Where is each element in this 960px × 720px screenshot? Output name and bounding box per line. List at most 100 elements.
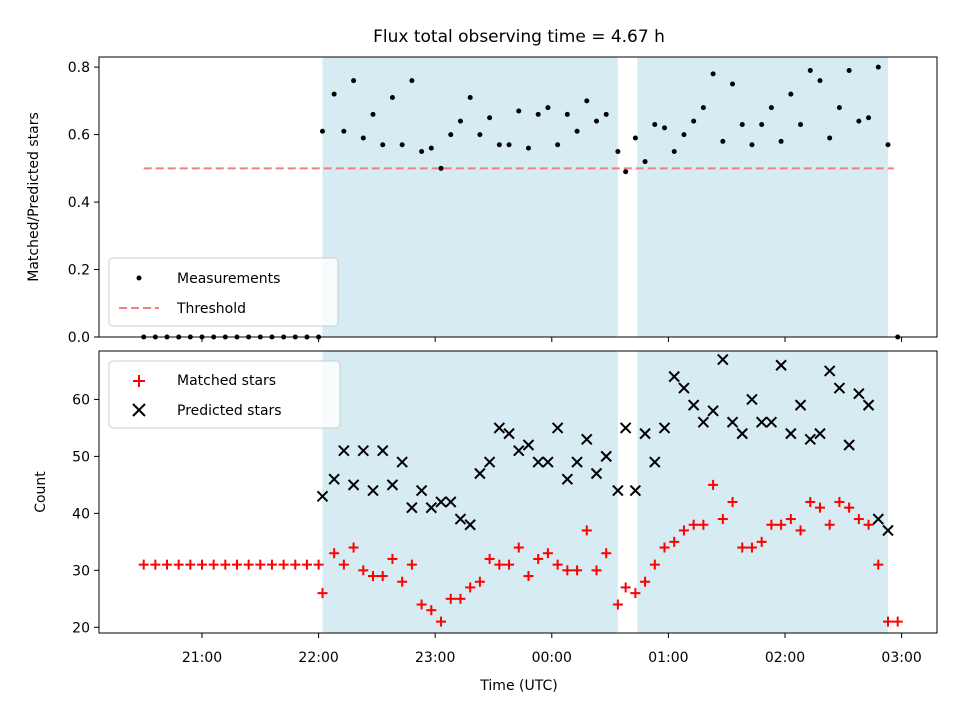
measurement-point — [788, 91, 794, 97]
panel-ratio-shaded-regions — [322, 57, 888, 337]
matched-star-point — [465, 582, 476, 593]
measurement-point — [856, 118, 862, 124]
predicted-star-point-b — [513, 444, 525, 457]
panel-counts-y-tick-label: 50 — [72, 449, 90, 465]
predicted-star-point-b — [581, 433, 593, 446]
measurement-point — [351, 78, 357, 84]
measurement-point — [555, 142, 561, 148]
measurement-point — [866, 115, 872, 121]
predicted-star-point — [581, 433, 593, 446]
measurement-point — [564, 111, 570, 117]
predicted-star-point-b — [425, 501, 438, 514]
predicted-star-point-b — [882, 524, 894, 537]
measurement-point — [331, 91, 337, 97]
x-tick-label: 01:00 — [648, 650, 688, 666]
predicted-star-point — [386, 479, 399, 491]
measurement-point — [615, 148, 621, 154]
matched-star-point — [824, 519, 835, 530]
predicted-star-point — [833, 382, 846, 394]
predicted-star-point-b — [483, 456, 496, 468]
predicted-star-point-b — [445, 496, 457, 508]
matched-star-point — [278, 559, 289, 570]
predicted-star-point-b — [823, 365, 836, 377]
predicted-star-point — [474, 467, 486, 480]
predicted-star-point-b — [707, 405, 719, 417]
predicted-star-point-b — [474, 467, 486, 480]
measurement-point — [623, 169, 629, 175]
legend-matched-marker — [133, 375, 145, 387]
predicted-star-point-b — [785, 427, 797, 440]
measurement-point — [593, 118, 599, 124]
matched-star-point — [220, 559, 231, 570]
panel-counts-y-tick-label: 40 — [72, 506, 90, 522]
predicted-star-point-b — [406, 501, 418, 514]
matched-star-point — [873, 559, 884, 570]
predicted-star-point — [435, 496, 447, 508]
matched-star-point — [313, 559, 324, 570]
matched-star-point — [776, 519, 787, 530]
predicted-star-point-b — [775, 359, 787, 371]
measurement-point — [652, 121, 658, 127]
observing-interval-shade — [637, 57, 888, 337]
matched-star-point — [737, 542, 748, 553]
predicted-star-point-b — [316, 490, 329, 502]
predicted-star-point-b — [464, 519, 476, 531]
panel-counts-y-tick-label: 20 — [72, 620, 90, 636]
matched-star-point — [542, 548, 553, 559]
measurement-point — [477, 132, 483, 138]
measurement-point — [535, 111, 541, 117]
measurement-point — [438, 165, 444, 171]
matched-star-point — [834, 496, 845, 507]
matched-star-point — [338, 559, 349, 570]
predicted-star-point-b — [687, 399, 700, 411]
matched-star-point — [814, 502, 825, 513]
predicted-star-point-b — [532, 456, 544, 468]
panel-counts-shaded-regions — [322, 351, 888, 633]
measurement-point — [409, 78, 415, 84]
predicted-star-point — [347, 479, 360, 491]
predicted-star-point — [338, 444, 350, 457]
measurement-point — [632, 135, 638, 141]
legend-matched-label: Matched stars — [177, 373, 276, 389]
measurement-point — [846, 67, 852, 73]
measurement-point — [798, 121, 804, 127]
panel-counts-legend: Matched stars Predicted stars — [108, 360, 341, 429]
predicted-star-point-b — [746, 393, 758, 406]
matched-star-point — [591, 565, 602, 576]
predicted-star-point-b — [435, 496, 447, 508]
measurement-point — [319, 128, 325, 134]
predicted-star-point — [522, 439, 535, 451]
panel-counts-y-tick-label: 30 — [72, 563, 90, 579]
matched-star-point — [756, 536, 767, 547]
predicted-star-point — [775, 359, 787, 371]
x-axis-label: Time (UTC) — [479, 678, 557, 694]
measurements-layer — [141, 64, 901, 340]
predicted-star-point — [415, 484, 428, 497]
predicted-star-point — [736, 427, 748, 440]
matched-star-point — [162, 559, 173, 570]
measurement-point — [827, 135, 833, 141]
matched-star-point — [562, 565, 573, 576]
predicted-star-point — [853, 388, 865, 400]
measurement-point — [380, 142, 386, 148]
predicted-star-point-b — [717, 353, 729, 366]
measurement-point — [399, 142, 405, 148]
matched-star-point — [572, 565, 583, 576]
predicted-star-point — [357, 444, 370, 457]
x-tick-label: 00:00 — [532, 650, 572, 666]
measurement-point — [739, 121, 745, 127]
matched-star-point — [416, 599, 427, 610]
matched-star-point — [620, 582, 631, 593]
matched-star-point — [150, 559, 161, 570]
predicted-star-point-b — [357, 444, 370, 457]
legend-box — [108, 257, 339, 327]
predicted-star-point-b — [561, 473, 574, 485]
measurement-point — [885, 142, 891, 148]
predicted-star-point — [600, 450, 612, 463]
predicted-star-point — [726, 416, 739, 428]
predicted-star-point-b — [639, 427, 651, 440]
matched-star-point — [317, 588, 328, 599]
panel-counts: 20 30 40 50 60 21:00 22:00 23:00 00:00 01:00 02:0… — [33, 350, 938, 694]
measurement-point — [875, 64, 881, 70]
predicted-star-point-b — [658, 422, 671, 434]
